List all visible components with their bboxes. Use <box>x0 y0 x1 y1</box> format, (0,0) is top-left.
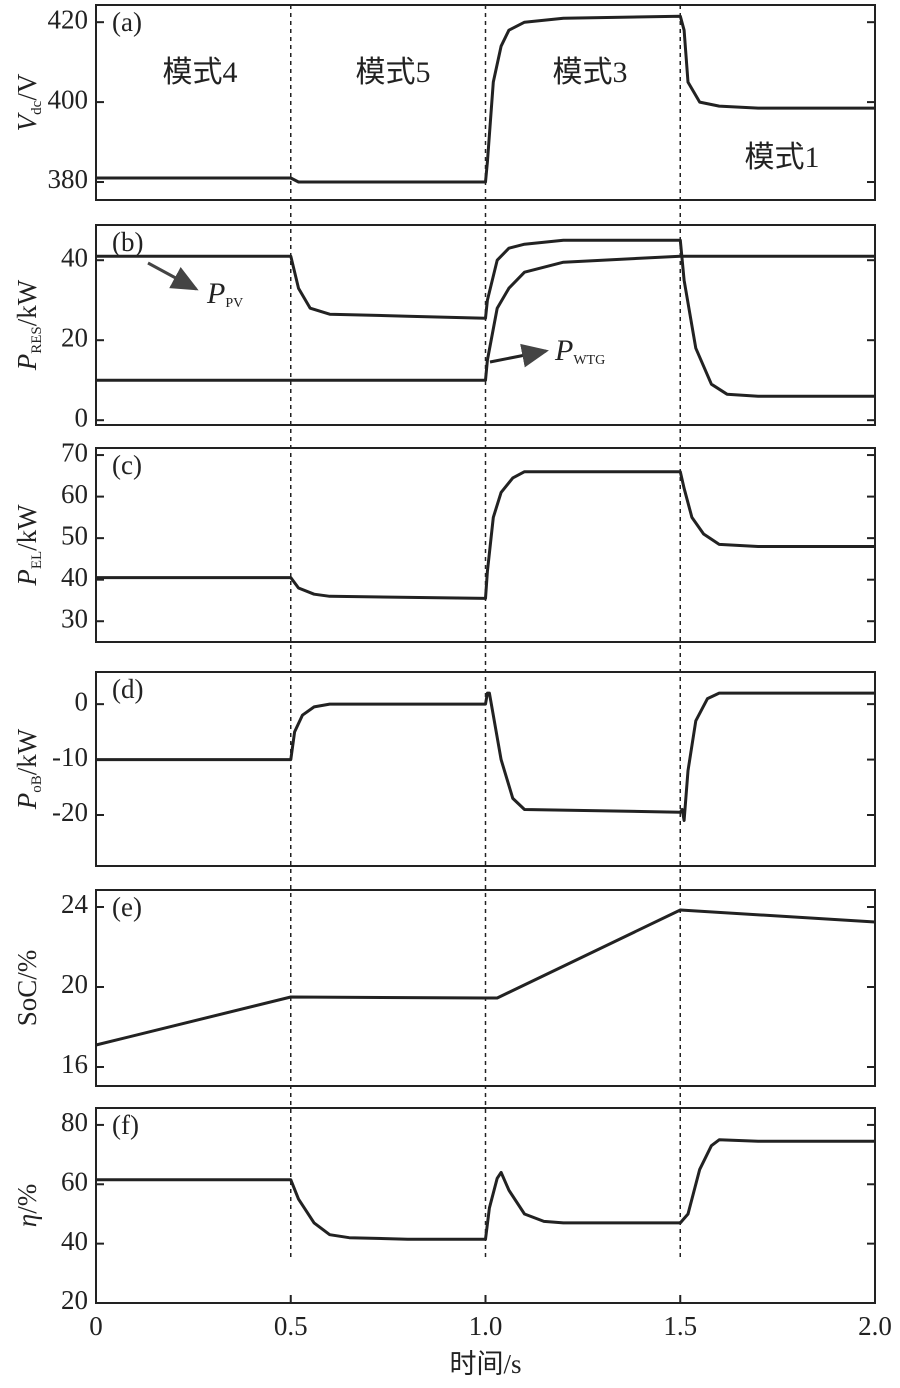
x-tick-label: 0 <box>89 1311 103 1341</box>
y-tick-label: 50 <box>61 520 88 550</box>
y-tick-label: 0 <box>75 402 89 432</box>
y-tick-label: 30 <box>61 603 88 633</box>
y-label-main: P <box>12 569 42 587</box>
y-label-unit: /V <box>12 73 42 101</box>
panel-label: (f) <box>112 1110 139 1140</box>
mode-label: 模式4 <box>163 56 238 89</box>
y-tick-label: -10 <box>52 742 88 772</box>
mode-label: 模式1 <box>745 141 820 174</box>
y-tick-label: 40 <box>61 242 88 272</box>
y-label-unit: /kW <box>12 728 42 775</box>
y-tick-label: 60 <box>61 479 88 509</box>
y-tick-label: 0 <box>75 686 89 716</box>
y-label-main: η <box>12 1214 42 1227</box>
y-axis-label: PEL/kW <box>12 504 45 587</box>
y-axis-label: SoC/% <box>12 950 42 1027</box>
data-line <box>96 691 875 822</box>
y-label-main: V <box>12 111 42 131</box>
y-axis-label: Vdc/V <box>12 73 45 131</box>
y-tick-label: 20 <box>61 322 88 352</box>
y-label-sub: EL <box>29 551 45 569</box>
y-tick-label: 40 <box>61 562 88 592</box>
y-tick-label: 40 <box>61 1226 88 1256</box>
data-line <box>95 908 876 1047</box>
y-axis-label: PoB/kW <box>12 728 45 810</box>
y-label-unit: /% <box>12 950 42 980</box>
y-label-main: P <box>12 793 42 811</box>
panel-label: (c) <box>112 450 142 480</box>
x-axis-label: 时间/s <box>449 1349 521 1379</box>
mode-label: 模式3 <box>553 56 628 89</box>
series-name-sub: PV <box>225 296 243 311</box>
arrow <box>489 343 549 368</box>
y-tick-label: 420 <box>48 4 89 34</box>
x-tick-label: 2.0 <box>858 1311 892 1341</box>
x-tick-label: 0.5 <box>274 1311 308 1341</box>
series-label: PPV <box>206 277 243 311</box>
panel-label: (d) <box>112 674 143 704</box>
y-tick-label: 24 <box>61 889 89 919</box>
panel-label: (e) <box>112 892 142 922</box>
data-line <box>96 238 875 398</box>
y-axis-label: PRES/kW <box>12 279 45 371</box>
y-label-main: P <box>12 354 42 372</box>
y-label-unit: /% <box>12 1184 42 1214</box>
mode-label: 模式5 <box>356 56 431 89</box>
y-tick-label: 16 <box>61 1049 88 1079</box>
y-label-unit: /kW <box>12 504 42 551</box>
panel-label: (a) <box>112 7 142 37</box>
y-tick-label: 80 <box>61 1107 88 1137</box>
y-label-unit: /kW <box>12 279 42 326</box>
x-tick-label: 1.5 <box>663 1311 697 1341</box>
y-label-main: SoC <box>12 980 42 1027</box>
arrow <box>147 261 199 291</box>
panel-label: (b) <box>112 227 143 257</box>
y-tick-label: 20 <box>61 1285 88 1315</box>
x-tick-label: 1.0 <box>469 1311 503 1341</box>
y-tick-label: 70 <box>61 437 88 467</box>
series-name: P <box>554 334 573 367</box>
y-label-sub: RES <box>29 326 45 354</box>
series-name-sub: WTG <box>573 353 605 368</box>
y-tick-label: -20 <box>52 797 88 827</box>
data-line <box>96 1138 875 1241</box>
y-tick-label: 400 <box>48 84 89 114</box>
y-label-sub: dc <box>29 100 45 115</box>
series-name: P <box>206 277 225 310</box>
data-line <box>96 254 875 382</box>
series-label: PWTG <box>554 334 605 368</box>
y-tick-label: 380 <box>48 164 89 194</box>
y-axis-label: η/% <box>12 1184 42 1227</box>
data-line <box>96 14 875 184</box>
y-tick-label: 20 <box>61 969 88 999</box>
y-tick-label: 60 <box>61 1166 88 1196</box>
y-label-sub: oB <box>29 775 45 793</box>
data-line <box>96 470 875 600</box>
